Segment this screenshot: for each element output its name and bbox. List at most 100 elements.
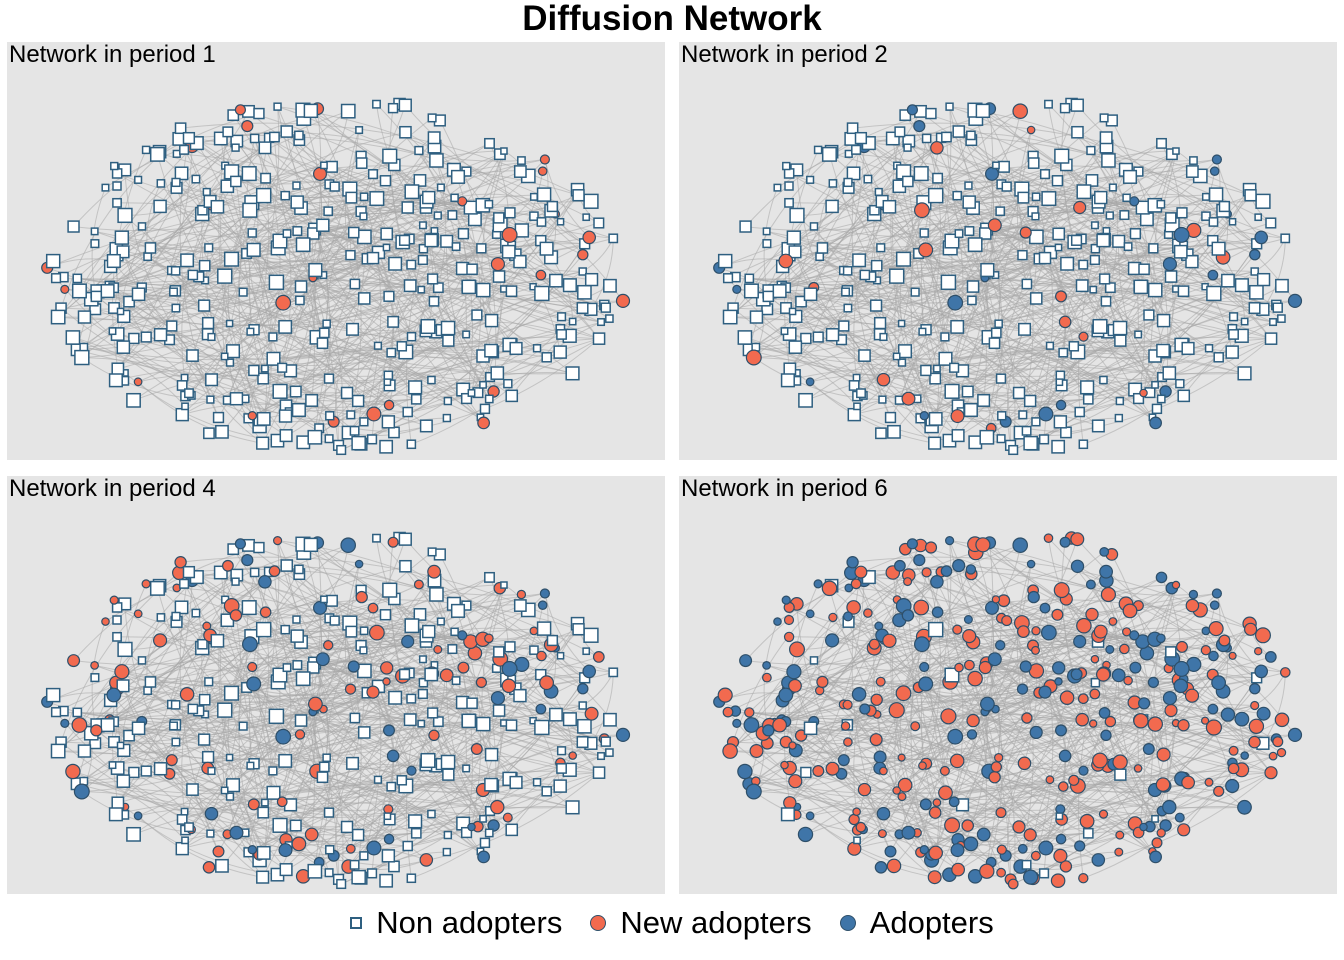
edge: [892, 599, 937, 854]
non-adopter-node: [539, 241, 554, 256]
edge: [781, 176, 1131, 287]
non-adopter-node: [280, 624, 291, 635]
non-adopter-node: [1038, 868, 1050, 879]
non-adopter-node: [180, 253, 195, 268]
non-adopter-node: [197, 204, 208, 216]
non-adopter-node: [1132, 392, 1145, 405]
edge: [1020, 754, 1164, 867]
non-adopter-node: [1031, 417, 1041, 427]
new-adopter-node: [247, 411, 257, 421]
non-adopter-node: [853, 836, 861, 845]
new-adopter-node: [878, 766, 888, 776]
new-adopter-node: [1156, 828, 1166, 838]
edge: [727, 711, 936, 854]
non-adopter-node: [1082, 393, 1094, 405]
non-adopter-node: [307, 227, 320, 240]
new-adopter-node: [1001, 615, 1013, 627]
non-adopter-node: [325, 160, 338, 173]
non-adopter-node: [171, 611, 181, 622]
new-adopter-node: [568, 751, 578, 760]
edge: [462, 328, 561, 391]
non-adopter-node: [366, 434, 378, 445]
edge: [180, 122, 592, 202]
non-adopter-node: [278, 319, 293, 334]
edge: [925, 572, 942, 764]
network-plot: [41, 97, 631, 456]
non-adopter-node: [323, 373, 335, 384]
non-adopter-node: [399, 125, 412, 139]
new-adopter-node: [717, 687, 733, 703]
non-adopter-node: [992, 161, 1000, 170]
non-adopter-node: [422, 190, 436, 205]
edge: [351, 631, 573, 757]
new-adopter-node: [304, 827, 319, 842]
adopter-node: [1264, 650, 1277, 663]
adopter-node: [919, 411, 929, 421]
non-adopter-node: [505, 823, 519, 837]
non-adopter-node: [879, 332, 888, 342]
non-adopter-node: [597, 752, 606, 761]
non-adopter-node: [962, 195, 976, 209]
edge: [102, 631, 429, 726]
non-adopter-node: [503, 378, 513, 389]
non-adopter-node: [289, 819, 302, 832]
adopter-node: [1207, 269, 1219, 281]
non-adopter-node: [381, 415, 396, 429]
network-panel-period-6: Network in period 6: [679, 476, 1337, 894]
non-adopter-node: [357, 726, 371, 739]
non-adopter-node: [1156, 137, 1167, 149]
new-adopter-node: [1177, 823, 1191, 837]
non-adopter-node: [1277, 314, 1286, 323]
edge: [1023, 584, 1177, 633]
adopter-node: [947, 728, 964, 745]
adopter-node: [940, 565, 953, 577]
edge: [357, 725, 585, 836]
adopter-node: [1038, 685, 1052, 699]
non-adopter-node: [220, 352, 229, 361]
non-adopter-node: [388, 426, 400, 439]
edge: [123, 200, 592, 348]
new-adopter-node: [212, 845, 225, 858]
edge: [348, 754, 492, 867]
non-adopter-node: [1151, 403, 1163, 415]
non-adopter-node: [230, 175, 242, 188]
non-adopter-node: [541, 786, 552, 797]
edge: [732, 741, 1006, 857]
new-adopter-node: [90, 724, 103, 737]
chart-title: Diffusion Network: [522, 0, 822, 38]
non-adopter-node: [451, 676, 461, 686]
non-adopter-node: [1070, 98, 1084, 112]
non-adopter-node: [608, 233, 619, 244]
new-adopter-node: [470, 743, 483, 756]
non-adopter-node: [351, 869, 366, 885]
non-adopter-node: [217, 268, 233, 284]
edge: [141, 660, 330, 814]
adopter-node: [1099, 546, 1110, 557]
adopter-node: [906, 538, 918, 550]
edge: [404, 538, 614, 673]
new-adopter-node: [961, 819, 974, 832]
non-adopter-node: [479, 814, 487, 823]
edge: [925, 138, 942, 330]
non-adopter-node: [231, 577, 240, 586]
non-adopter-node: [256, 870, 270, 884]
new-adopter-node: [932, 798, 942, 807]
new-adopter-node: [940, 708, 957, 725]
edge: [229, 335, 570, 377]
edge: [748, 205, 885, 279]
new-adopter-node: [308, 696, 323, 712]
non-adopter-node: [1108, 183, 1117, 192]
edge: [220, 599, 265, 854]
non-adopter-node: [101, 183, 110, 192]
non-adopter-node: [1119, 210, 1130, 221]
edge: [958, 131, 1194, 231]
non-adopter-node: [1082, 827, 1094, 839]
non-adopter-node: [349, 712, 361, 724]
non-adopter-node: [1185, 165, 1199, 178]
non-adopter-node: [1254, 213, 1263, 222]
non-adopter-node: [238, 287, 248, 297]
new-adopter-node: [875, 676, 886, 687]
new-adopter-node: [457, 661, 470, 674]
non-adopter-node: [112, 181, 122, 191]
non-adopter-node: [90, 239, 100, 249]
